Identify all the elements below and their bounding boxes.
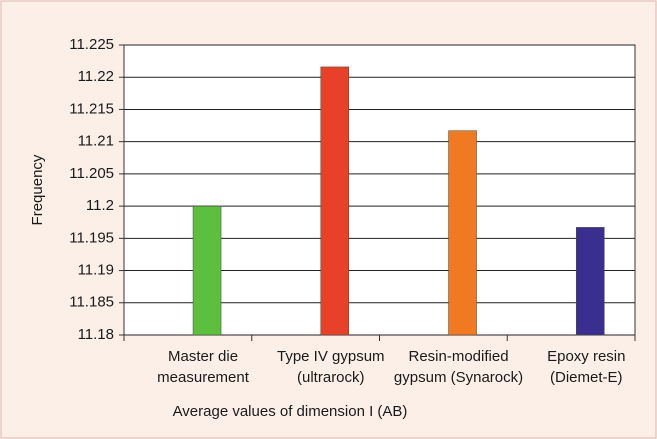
- x-tick-label: Type IV gypsum: [277, 348, 385, 365]
- x-tick-label: (Diemet-E): [550, 369, 623, 386]
- y-tick-label: 11.205: [69, 165, 114, 182]
- y-tick-label: 11.195: [69, 229, 114, 246]
- y-tick-label: 11.18: [78, 326, 114, 343]
- x-tick-label: Master die: [168, 348, 238, 365]
- x-tick-label: measurement: [157, 369, 250, 386]
- x-tick-label: Resin-modified: [409, 348, 509, 365]
- bar: [448, 130, 477, 336]
- y-tick-label: 11.2: [86, 197, 114, 214]
- y-tick-label: 11.22: [78, 68, 114, 85]
- y-axis-title: Frequency: [29, 154, 46, 225]
- bar: [192, 205, 222, 336]
- y-tick-label: 11.215: [69, 100, 114, 117]
- bar: [320, 66, 350, 336]
- bar: [576, 227, 605, 336]
- y-tick-label: 11.185: [69, 294, 114, 311]
- x-tick-label: gypsum (Synarock): [394, 369, 523, 386]
- x-tick-label: Epoxy resin: [547, 348, 625, 365]
- y-tick-label: 11.225: [69, 36, 114, 53]
- x-tick-label: (ultrarock): [297, 369, 365, 386]
- x-axis-title: Average values of dimension I (AB): [173, 403, 408, 420]
- y-tick-label: 11.19: [78, 262, 114, 279]
- y-tick-label: 11.21: [78, 133, 114, 150]
